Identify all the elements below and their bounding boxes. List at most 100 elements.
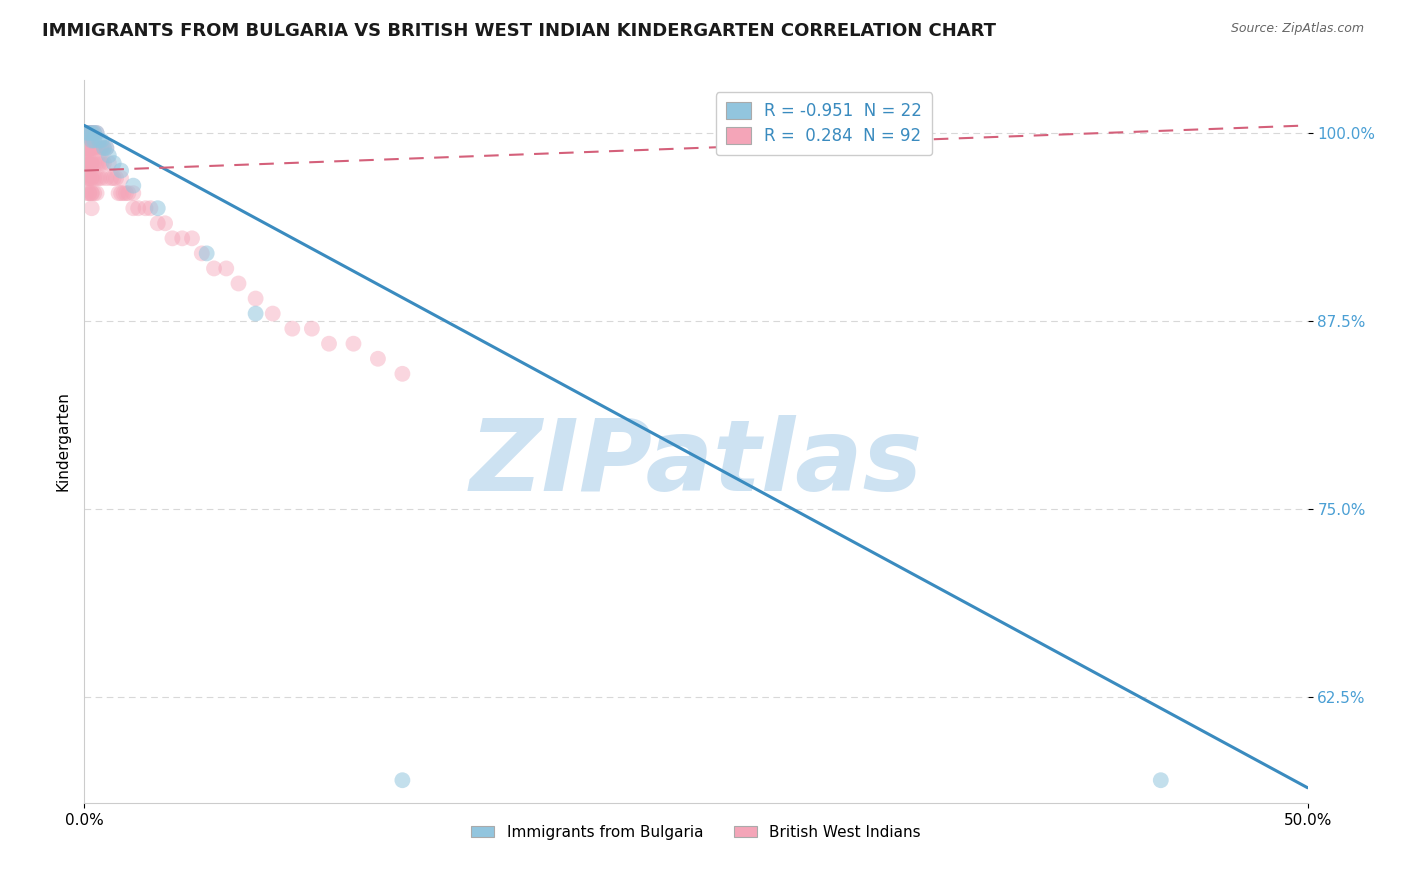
Point xyxy=(77,156,100,170)
Point xyxy=(87,156,110,170)
Point xyxy=(110,171,132,186)
Text: IMMIGRANTS FROM BULGARIA VS BRITISH WEST INDIAN KINDERGARTEN CORRELATION CHART: IMMIGRANTS FROM BULGARIA VS BRITISH WEST… xyxy=(42,22,997,40)
Point xyxy=(281,321,304,335)
Point xyxy=(80,171,103,186)
Point xyxy=(76,126,98,140)
Point xyxy=(77,171,100,186)
Point xyxy=(215,261,238,276)
Point xyxy=(83,156,105,170)
Point xyxy=(96,141,118,155)
Point xyxy=(76,126,98,140)
Point xyxy=(135,201,157,215)
Point xyxy=(76,156,98,170)
Point xyxy=(90,133,112,147)
Point xyxy=(86,156,108,170)
Point xyxy=(112,186,135,201)
Point xyxy=(103,171,125,186)
Point xyxy=(80,186,103,201)
Point xyxy=(93,141,115,155)
Point xyxy=(80,126,103,140)
Point xyxy=(191,246,214,260)
Point xyxy=(391,773,413,788)
Point xyxy=(86,186,108,201)
Point xyxy=(115,186,138,201)
Point xyxy=(96,171,118,186)
Point xyxy=(86,126,108,140)
Legend: Immigrants from Bulgaria, British West Indians: Immigrants from Bulgaria, British West I… xyxy=(465,819,927,846)
Point xyxy=(96,141,118,155)
Point xyxy=(77,156,100,170)
Point xyxy=(122,186,145,201)
Point xyxy=(83,126,105,140)
Point xyxy=(90,171,112,186)
Point xyxy=(83,186,105,201)
Point xyxy=(80,201,103,215)
Point xyxy=(117,186,139,201)
Point xyxy=(367,351,389,366)
Point xyxy=(97,148,120,162)
Point xyxy=(77,126,100,140)
Point xyxy=(228,277,250,291)
Point xyxy=(80,126,103,140)
Point xyxy=(76,186,98,201)
Point xyxy=(80,126,103,140)
Point xyxy=(87,141,110,155)
Point xyxy=(77,126,100,140)
Point xyxy=(76,141,98,155)
Point xyxy=(87,133,110,147)
Point xyxy=(76,171,98,186)
Point xyxy=(93,156,115,170)
Point xyxy=(245,307,267,321)
Point xyxy=(86,126,108,140)
Point xyxy=(172,231,194,245)
Point xyxy=(391,367,413,381)
Point xyxy=(100,171,122,186)
Point xyxy=(77,186,100,201)
Point xyxy=(80,141,103,155)
Point xyxy=(77,126,100,140)
Point xyxy=(77,186,100,201)
Point xyxy=(93,141,115,155)
Point xyxy=(195,246,218,260)
Point xyxy=(80,133,103,147)
Point xyxy=(342,336,364,351)
Point xyxy=(122,178,145,193)
Point xyxy=(80,141,103,155)
Point xyxy=(76,156,98,170)
Point xyxy=(83,141,105,155)
Point xyxy=(76,141,98,155)
Point xyxy=(110,186,132,201)
Point xyxy=(76,171,98,186)
Point xyxy=(80,156,103,170)
Point xyxy=(80,186,103,201)
Point xyxy=(76,126,98,140)
Point xyxy=(77,141,100,155)
Point xyxy=(76,141,98,155)
Point xyxy=(202,261,225,276)
Point xyxy=(318,336,340,351)
Point xyxy=(86,141,108,155)
Point xyxy=(77,141,100,155)
Point xyxy=(77,141,100,155)
Point xyxy=(83,171,105,186)
Point xyxy=(76,141,98,155)
Point xyxy=(181,231,204,245)
Point xyxy=(107,186,129,201)
Point xyxy=(87,171,110,186)
Point xyxy=(245,292,267,306)
Point xyxy=(162,231,184,245)
Point xyxy=(77,171,100,186)
Point xyxy=(80,156,103,170)
Point xyxy=(86,171,108,186)
Point xyxy=(146,201,169,215)
Text: ZIPatlas: ZIPatlas xyxy=(470,415,922,512)
Point xyxy=(127,201,149,215)
Point xyxy=(80,171,103,186)
Point xyxy=(76,156,98,170)
Point xyxy=(153,216,176,230)
Text: Source: ZipAtlas.com: Source: ZipAtlas.com xyxy=(1230,22,1364,36)
Point xyxy=(110,163,132,178)
Point xyxy=(90,141,112,155)
Point xyxy=(83,133,105,147)
Point xyxy=(103,156,125,170)
